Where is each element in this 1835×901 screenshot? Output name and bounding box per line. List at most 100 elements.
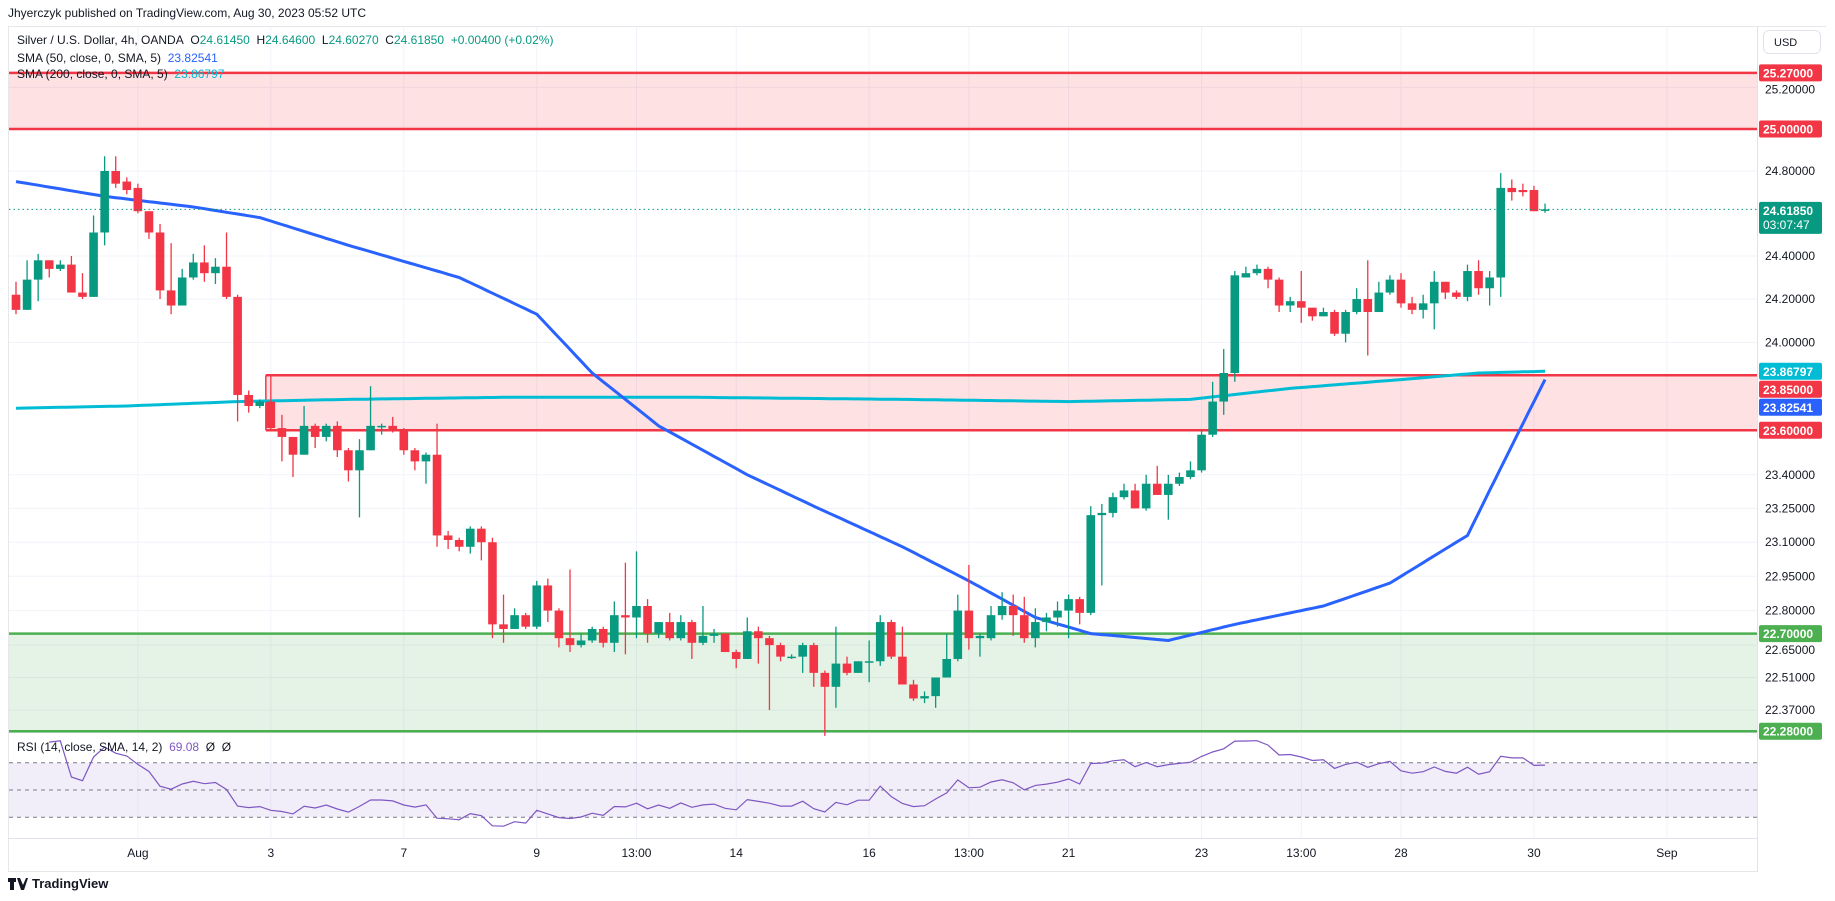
candle-down	[122, 177, 132, 195]
candle-down	[1296, 271, 1306, 323]
candle-down	[1396, 273, 1406, 308]
candle-body	[1241, 273, 1251, 278]
candle-up	[975, 633, 985, 657]
candle-down	[233, 294, 242, 422]
candles	[11, 156, 1550, 736]
candle-body	[244, 394, 253, 406]
candle-body	[1341, 312, 1350, 334]
candle-body	[222, 266, 231, 297]
candle-body	[853, 661, 863, 673]
tradingview-logo-icon	[8, 877, 28, 890]
candle-up	[1064, 594, 1073, 639]
time-axis: Aug 3 7 9 13:00 14 16 13:00 21 23 13:00 28 30 Sep	[127, 846, 1678, 860]
candle-body	[277, 428, 287, 437]
candle-up	[1385, 275, 1395, 295]
candle-body	[1008, 606, 1018, 616]
grid-lines	[8, 27, 1825, 872]
candle-up	[56, 260, 65, 272]
price-tick-label: 23.40000	[1765, 468, 1815, 482]
candle-up	[676, 615, 686, 641]
candle-up	[1341, 309, 1350, 343]
zone-price-badge: 25.00000	[1759, 120, 1822, 138]
candle-body	[188, 262, 198, 278]
candle-down	[765, 635, 774, 711]
candle-up	[1485, 271, 1494, 306]
candle-body	[543, 585, 553, 611]
zone-price-badge-text: 25.00000	[1763, 123, 1813, 137]
high-label: H	[256, 33, 266, 47]
candle-body	[1274, 279, 1284, 306]
candle-body	[820, 672, 830, 687]
symbol-title[interactable]: Silver / U.S. Dollar, 4h, OANDA	[17, 33, 184, 47]
candle-body	[1252, 268, 1262, 274]
time-tick-label: 13:00	[954, 846, 984, 860]
candle-up	[100, 156, 109, 246]
open-value: 24.61450	[199, 33, 250, 47]
currency-button[interactable]: USD	[1763, 30, 1821, 54]
candle-body	[78, 292, 87, 297]
candle-up	[942, 633, 952, 678]
candle-body	[1308, 307, 1317, 317]
time-tick-label: 7	[400, 846, 407, 860]
legend-rsi[interactable]: RSI (14, close, SMA, 14, 2) 69.08 Ø Ø	[17, 740, 231, 754]
candle-body	[1285, 301, 1295, 306]
candle-body	[56, 264, 65, 269]
candle-body	[1429, 281, 1439, 304]
candle-body	[942, 658, 952, 678]
candle-body	[255, 401, 265, 406]
candle-body	[488, 542, 497, 625]
candle-down	[222, 232, 231, 300]
candle-down	[521, 612, 530, 629]
sma-price-badge-text: 23.86797	[1763, 365, 1813, 379]
candle-down	[731, 649, 741, 669]
candle-body	[842, 663, 852, 673]
tradingview-footer[interactable]: TradingView	[8, 876, 108, 891]
candle-up	[1053, 601, 1062, 627]
candle-body	[1219, 373, 1229, 402]
candle-down	[200, 245, 209, 282]
candle-body	[1485, 277, 1494, 289]
candle-up	[1352, 288, 1361, 315]
candle-body	[44, 260, 54, 269]
time-tick-label: 9	[533, 846, 540, 860]
time-tick-label: 13:00	[621, 846, 651, 860]
candle-up	[22, 260, 32, 310]
candle-down	[499, 594, 508, 643]
candle-down	[399, 428, 409, 455]
candle-body	[1518, 190, 1528, 193]
candle-body	[731, 652, 741, 659]
candle-down	[687, 619, 697, 659]
candle-up	[654, 622, 663, 639]
candle-down	[166, 243, 176, 315]
axis-background	[1758, 27, 1826, 872]
candle-down	[277, 414, 287, 462]
price-tick-label: 25.20000	[1765, 82, 1815, 96]
legend-sma200[interactable]: SMA (200, close, 0, SMA, 5) 23.86797	[17, 67, 224, 81]
legend-sma50[interactable]: SMA (50, close, 0, SMA, 5) 23.82541	[17, 51, 218, 65]
zone-price-badge-bg	[1759, 625, 1822, 643]
candle-body	[997, 606, 1007, 616]
price-tick-label: 24.20000	[1765, 292, 1815, 306]
candle-body	[477, 528, 486, 543]
candle-body	[366, 425, 375, 451]
candle-up	[188, 253, 198, 280]
zone-price-badge: 22.28000	[1759, 722, 1822, 740]
candle-body	[1540, 209, 1550, 211]
candle-body	[443, 535, 453, 540]
candle-body	[155, 232, 165, 291]
candle-down	[1075, 596, 1084, 625]
candle-body	[809, 645, 819, 673]
candle-up	[831, 626, 841, 708]
candle-body	[1042, 617, 1051, 623]
candle-body	[1385, 279, 1395, 293]
candle-up	[1241, 266, 1251, 278]
candle-body	[321, 425, 331, 437]
price-axis: 25.20000 24.80000 24.40000 24.20000 24.00000…	[1758, 27, 1826, 872]
price-tick-label: 24.80000	[1765, 164, 1815, 178]
candle-down	[621, 562, 630, 655]
candle-down	[1518, 183, 1528, 197]
zone-price-badge: 23.60000	[1759, 421, 1822, 439]
candle-body	[465, 528, 475, 547]
